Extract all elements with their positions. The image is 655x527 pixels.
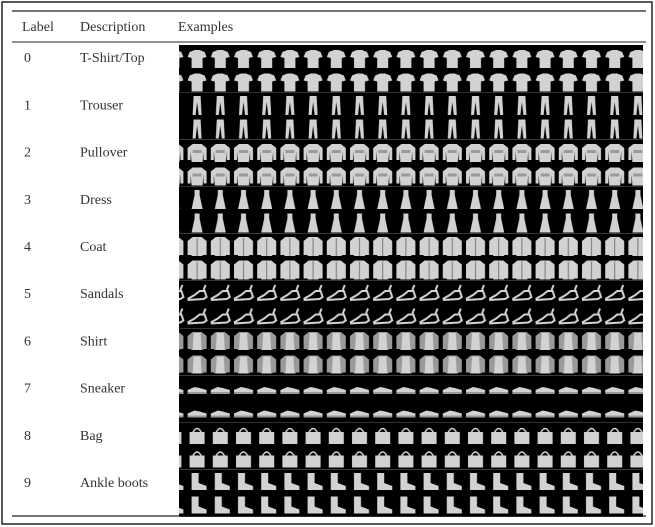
label-cell: 0 [24,51,31,66]
label-cell: 9 [24,476,31,491]
description-cell: Dress [80,193,112,208]
header-cell: Label [22,20,54,35]
example-images [179,92,643,140]
label-cell: 8 [24,429,31,444]
description-cell: Sandals [80,287,124,302]
label-cell: 2 [24,146,31,161]
example-images [179,328,643,376]
label-cell: 3 [24,193,31,208]
example-images [179,281,643,328]
example-images [179,186,643,234]
description-cell: Ankle boots [80,476,148,491]
description-cell: Shirt [80,334,107,349]
label-cell: 5 [24,287,31,302]
label-cell: 7 [24,382,31,397]
header-cell: Description [80,20,145,35]
example-images [179,375,643,423]
label-cell: 6 [24,334,31,349]
label-cell: 4 [24,240,31,255]
description-cell: T-Shirt/Top [80,51,145,66]
example-images [179,469,643,517]
header-cell: Examples [178,20,233,35]
description-cell: Pullover [80,146,128,161]
description-cell: Bag [80,429,103,444]
example-images [179,45,643,92]
description-cell: Sneaker [80,382,125,397]
description-cell: Trouser [80,98,123,113]
example-images [179,422,643,470]
example-images [179,233,643,281]
example-images [179,139,643,187]
description-cell: Coat [80,240,107,255]
label-cell: 1 [24,98,31,113]
